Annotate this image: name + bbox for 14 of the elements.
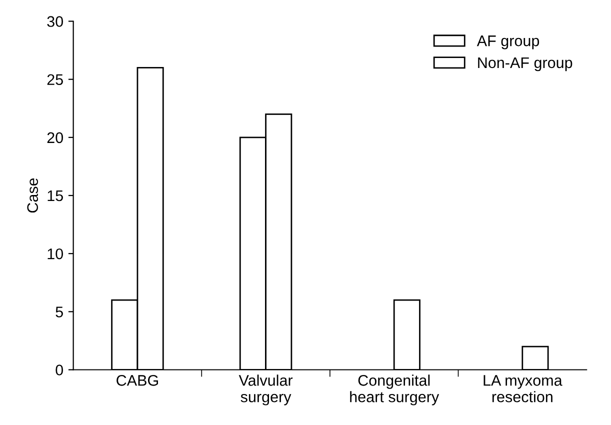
y-tick-label: 10 [48,248,63,260]
legend-label: AF group [476,36,540,50]
y-tick-label: 15 [48,190,63,202]
legend-label: Non-AF group [478,57,572,72]
x-tick-label: LA myxoma resection [484,375,562,402]
y-tick-label: 25 [47,74,63,86]
x-tick-label: Congenital heart surgery [350,374,440,406]
y-tick-label: 0 [56,364,63,376]
y-tick-label: 20 [47,132,63,144]
x-tick-label: Valvular surgery [238,374,293,406]
x-tick-label: CABG [116,375,158,386]
y-tick-label: 5 [56,306,63,318]
y-tick-label: 30 [47,16,63,27]
y-axis-title: Case [27,178,38,213]
